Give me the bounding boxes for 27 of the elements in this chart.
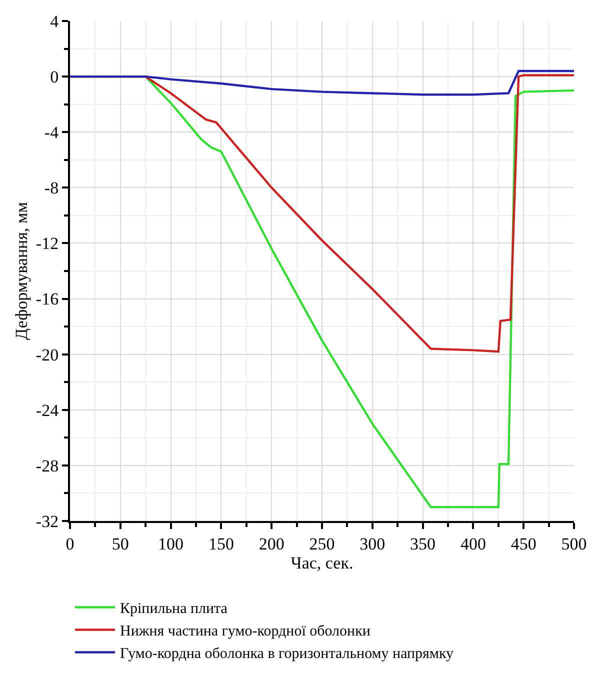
x-tick-label: 450 (510, 534, 536, 554)
y-tick-label: -24 (36, 400, 60, 420)
x-tick-label: 200 (258, 534, 284, 554)
x-tick-label: 500 (561, 534, 587, 554)
y-tick-label: 0 (50, 68, 59, 87)
x-tick-label: 300 (360, 534, 386, 554)
y-tick-label: 4 (50, 12, 60, 31)
x-tick-label: 100 (158, 534, 184, 554)
legend-label: Нижня частина гумо-кордної оболонки (120, 624, 370, 640)
x-tick-label: 0 (66, 534, 74, 554)
x-axis-title: Час, сек. (290, 553, 354, 572)
y-axis-title: Деформування, мм (12, 202, 31, 340)
y-tick-label: -20 (36, 345, 59, 364)
y-tick-label: -32 (36, 512, 59, 531)
x-tick-label: 400 (460, 534, 486, 554)
legend-label: Кріпильна плита (120, 601, 228, 618)
x-tick-label: 250 (309, 534, 335, 554)
y-tick-label: -28 (36, 456, 59, 476)
y-tick-label: -12 (36, 234, 59, 254)
y-tick-label: -8 (44, 178, 59, 198)
x-tick-label: 50 (112, 534, 129, 554)
y-tick-label: -4 (44, 123, 60, 142)
x-tick-label: 150 (208, 534, 234, 554)
legend-label: Гумо-кордна оболонка в горизонтальному напрямку (120, 646, 454, 662)
x-tick-label: 350 (410, 534, 436, 554)
line-series (70, 70, 574, 96)
y-tick-label: -16 (36, 290, 59, 309)
